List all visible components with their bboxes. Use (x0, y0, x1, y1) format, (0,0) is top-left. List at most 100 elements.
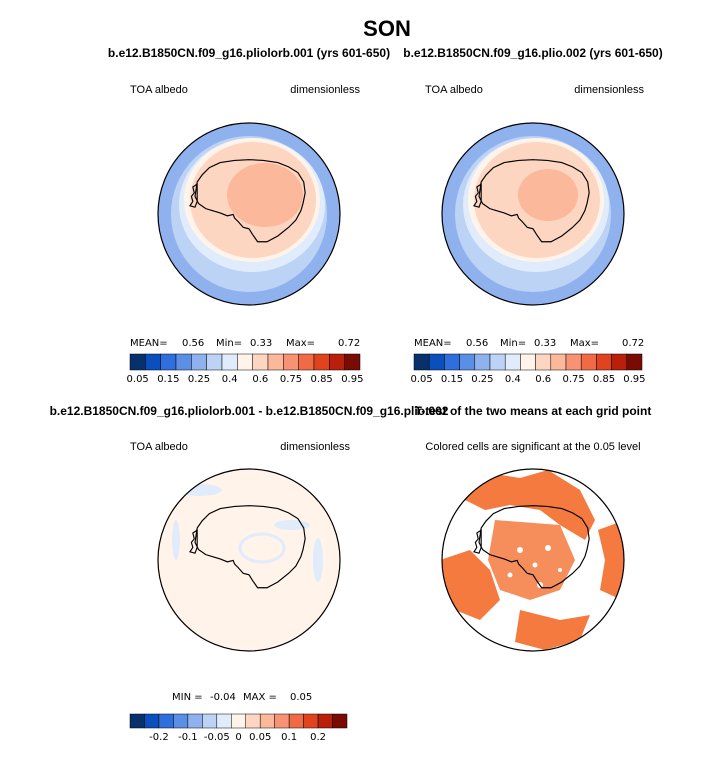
cb2-tick-label: 0.05 (410, 374, 432, 385)
panel-3-map (158, 469, 340, 651)
cb1-tick-label: 0.6 (252, 374, 268, 385)
cb3-swatch (173, 713, 189, 729)
cb1-tick-label: 0.85 (311, 374, 333, 385)
cb3-swatch (144, 713, 160, 729)
panel-2-mean: 0.56 (466, 338, 488, 349)
panel-1-mean-label: MEAN= (130, 338, 168, 349)
cb1-swatch (252, 353, 269, 371)
colorbar-abs-1: 0.05 0.15 0.25 0.4 0.6 0.75 0.85 0.95 (127, 353, 363, 385)
cb3-swatch (274, 713, 290, 729)
panel-1: b.e12.B1850CN.f09_g16.pliolorb.001 (yrs … (108, 46, 390, 385)
cb1-tick-label: 0.95 (341, 374, 363, 385)
cb2-tick-label: 0.95 (623, 374, 645, 385)
cb1-swatch (298, 353, 315, 371)
cb2-swatch (535, 353, 552, 371)
panel-3-title: b.e12.B1850CN.f09_g16.pliolorb.001 - b.e… (50, 404, 449, 418)
colorbar-diff: -0.2 -0.1 -0.05 0 0.05 0.1 0.2 (129, 713, 348, 743)
cb3-swatch (303, 713, 319, 729)
cb3-swatch (288, 713, 304, 729)
cb1-swatch (145, 353, 161, 371)
cb1-swatch (206, 353, 223, 371)
panel-3-left-label: TOA albedo (130, 441, 188, 453)
panel-2-title: b.e12.B1850CN.f09_g16.plio.002 (yrs 601-… (403, 46, 662, 60)
cb2-swatch (444, 353, 460, 371)
cb2-swatch (596, 353, 612, 371)
panel-3-right-label: dimensionless (280, 441, 350, 453)
cb1-swatch (221, 353, 238, 371)
panel-2-mean-label: MEAN= (414, 338, 452, 349)
cb2-swatch (504, 353, 521, 371)
colorbar-abs-2: 0.05 0.15 0.25 0.4 0.6 0.75 0.85 0.95 (410, 353, 646, 385)
cb3-swatch (158, 713, 174, 729)
panel-1-title: b.e12.B1850CN.f09_g16.pliolorb.001 (yrs … (108, 46, 390, 60)
cb2-swatch (459, 353, 476, 371)
cb1-swatch (344, 353, 361, 371)
cb1-swatch (191, 353, 207, 371)
cb3-swatch (231, 713, 246, 729)
panel-1-min: 0.33 (250, 338, 272, 349)
cb3-tick-label: 0 (235, 732, 241, 743)
panel-2-max: 0.72 (622, 338, 644, 349)
panel-2-right-label: dimensionless (574, 84, 644, 96)
cb3-tick-label: -0.2 (149, 732, 169, 743)
panel-3: b.e12.B1850CN.f09_g16.pliolorb.001 - b.e… (50, 404, 449, 743)
panel-3-max: 0.05 (290, 692, 312, 703)
panel-4-subtitle: Colored cells are significant at the 0.0… (425, 441, 640, 453)
cb2-tick-label: 0.85 (593, 374, 615, 385)
panel-1-min-label: Min= (216, 338, 242, 349)
main-title: SON (363, 16, 411, 41)
cb2-tick-label: 0.25 (471, 374, 493, 385)
cb3-tick-label: 0.05 (249, 732, 271, 743)
cb2-tick-label: 0.6 (535, 374, 551, 385)
panel-2-min-label: Min= (500, 338, 526, 349)
cb1-swatch (313, 353, 330, 371)
cb3-tick-label: 0.1 (281, 732, 297, 743)
cb3-tick-label: 0.2 (310, 732, 326, 743)
cb1-swatch (160, 353, 177, 371)
cb2-swatch (626, 353, 643, 371)
cb3-swatch (317, 713, 333, 729)
cb1-tick-label: 0.15 (157, 374, 179, 385)
panel-1-left-label: TOA albedo (130, 84, 188, 96)
cb1-swatch (267, 353, 284, 371)
cb1-tick-label: 0.75 (280, 374, 302, 385)
cb1-tick-label: 0.4 (222, 374, 238, 385)
cb3-swatch (332, 713, 348, 729)
cb3-swatch (259, 713, 275, 729)
cb2-swatch (489, 353, 506, 371)
panel-1-max: 0.72 (338, 338, 360, 349)
cb3-swatch (187, 713, 203, 729)
panel-4-map (442, 469, 624, 651)
cb1-swatch (329, 353, 345, 371)
panel-1-mean: 0.56 (182, 338, 204, 349)
panel-2-map (442, 123, 624, 305)
cb2-tick-label: 0.75 (562, 374, 584, 385)
cb2-swatch (565, 353, 582, 371)
cb1-swatch (283, 353, 299, 371)
cb3-swatch (216, 713, 232, 729)
panel-1-max-label: Max= (286, 338, 315, 349)
cb1-swatch (129, 353, 146, 371)
cb3-swatch (129, 713, 145, 729)
cb3-tick-label: -0.05 (204, 732, 230, 743)
cb1-swatch (175, 353, 192, 371)
panel-2: b.e12.B1850CN.f09_g16.plio.002 (yrs 601-… (403, 46, 662, 385)
cb3-tick-label: -0.1 (178, 732, 198, 743)
panel-2-left-label: TOA albedo (425, 84, 483, 96)
panel-1-map (158, 123, 340, 305)
cb1-swatch (237, 353, 253, 371)
cb1-tick-label: 0.05 (127, 374, 149, 385)
cb2-swatch (520, 353, 536, 371)
cb3-swatch (202, 713, 218, 729)
cb2-swatch (413, 353, 430, 371)
cb2-swatch (580, 353, 597, 371)
panel-3-max-label: MAX = (243, 692, 277, 703)
cb1-tick-label: 0.25 (188, 374, 210, 385)
panel-4: T-test of the two means at each grid poi… (415, 404, 652, 652)
cb2-swatch (474, 353, 491, 371)
cb3-swatch (245, 713, 261, 729)
panel-3-min-label: MIN = (172, 692, 203, 703)
panel-4-title: T-test of the two means at each grid poi… (415, 404, 652, 418)
panel-3-min: -0.04 (210, 692, 236, 703)
